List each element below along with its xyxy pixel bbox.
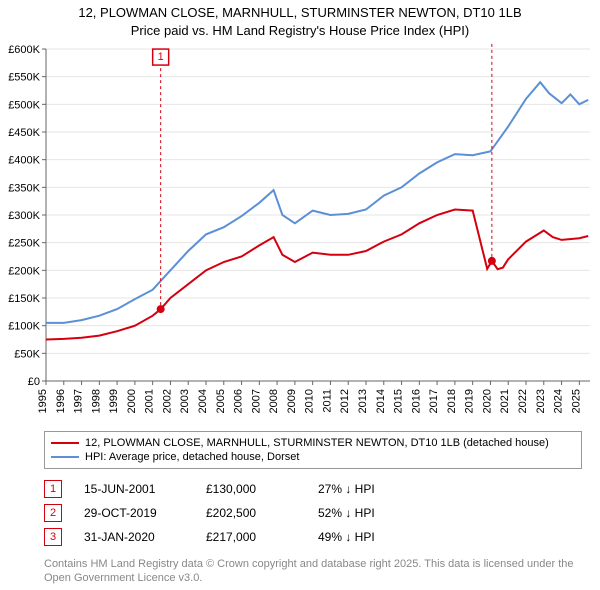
x-tick-label: 2009: [286, 389, 298, 413]
y-tick-label: £150K: [8, 293, 40, 305]
y-tick-label: £450K: [8, 127, 40, 139]
x-tick-label: 2015: [393, 389, 405, 413]
sale-dot: [157, 305, 165, 313]
x-tick-label: 2024: [553, 389, 565, 413]
transaction-list: 1 15-JUN-2001 £130,000 27% ↓ HPI 2 29-OCT-201…: [44, 477, 582, 549]
legend-swatch: [51, 456, 79, 458]
transaction-marker: 3: [44, 528, 62, 546]
chart: £0 £50K £100K £150K £200K £250K £300K £350K £400…: [0, 41, 600, 425]
series-property: [46, 210, 588, 340]
y-tick-label: £550K: [8, 72, 40, 84]
x-tick-label: 2025: [570, 389, 582, 413]
x-tick-label: 2001: [144, 389, 156, 413]
transaction-rel: 52% ↓ HPI: [318, 506, 375, 520]
x-tick-label: 2023: [535, 389, 547, 413]
legend: 12, PLOWMAN CLOSE, MARNHULL, STURMINSTER…: [44, 431, 582, 469]
transaction-price: £217,000: [206, 530, 296, 544]
x-tick-label: 2019: [464, 389, 476, 413]
x-tick-label: 2021: [499, 389, 511, 413]
y-tick-label: £50K: [14, 348, 40, 360]
x-tick-label: 1998: [90, 389, 102, 413]
x-tick-label: 2017: [428, 389, 440, 413]
transaction-price: £130,000: [206, 482, 296, 496]
x-tick-label: 2004: [197, 389, 209, 413]
x-tick-label: 1995: [37, 389, 49, 413]
x-tick-label: 2006: [233, 389, 245, 413]
legend-row: 12, PLOWMAN CLOSE, MARNHULL, STURMINSTER…: [51, 436, 575, 450]
x-tick-label: 2022: [517, 389, 529, 413]
transaction-date: 31-JAN-2020: [84, 530, 184, 544]
series-hpi: [46, 82, 588, 323]
transaction-rel: 27% ↓ HPI: [318, 482, 375, 496]
y-tick-label: £500K: [8, 99, 40, 111]
y-tick-label: £300K: [8, 210, 40, 222]
chart-svg: £0 £50K £100K £150K £200K £250K £300K £350K £400…: [0, 41, 600, 425]
x-tick-label: 2020: [481, 389, 493, 413]
legend-label: 12, PLOWMAN CLOSE, MARNHULL, STURMINSTER…: [85, 437, 549, 449]
x-tick-label: 2011: [321, 389, 333, 413]
attribution: Contains HM Land Registry data © Crown c…: [44, 557, 582, 586]
transaction-marker: 2: [44, 504, 62, 522]
y-tick-label: £100K: [8, 321, 40, 333]
chart-container: 12, PLOWMAN CLOSE, MARNHULL, STURMINSTER…: [0, 0, 600, 590]
x-tick-label: 1996: [55, 389, 67, 413]
x-tick-label: 2018: [446, 389, 458, 413]
legend-row: HPI: Average price, detached house, Dors…: [51, 450, 575, 464]
legend-label: HPI: Average price, detached house, Dors…: [85, 451, 299, 463]
title-line-1: 12, PLOWMAN CLOSE, MARNHULL, STURMINSTER…: [8, 4, 592, 22]
y-tick-label: £400K: [8, 155, 40, 167]
x-tick-label: 2000: [126, 389, 138, 413]
x-tick-label: 2013: [357, 389, 369, 413]
title-line-2: Price paid vs. HM Land Registry's House …: [8, 22, 592, 40]
x-tick-label: 2008: [268, 389, 280, 413]
y-tick-label: £600K: [8, 44, 40, 56]
x-tick-label: 2012: [339, 389, 351, 413]
transaction-date: 29-OCT-2019: [84, 506, 184, 520]
x-tick-label: 2002: [161, 389, 173, 413]
x-tick-label: 2007: [250, 389, 262, 413]
x-tick-label: 2003: [179, 389, 191, 413]
transaction-rel: 49% ↓ HPI: [318, 530, 375, 544]
x-tick-label: 1997: [73, 389, 85, 413]
y-tick-label: £250K: [8, 238, 40, 250]
y-tick-label: £350K: [8, 182, 40, 194]
transaction-date: 15-JUN-2001: [84, 482, 184, 496]
x-tick-label: 2005: [215, 389, 227, 413]
transaction-row: 1 15-JUN-2001 £130,000 27% ↓ HPI: [44, 477, 582, 501]
x-tick-label: 2016: [410, 389, 422, 413]
transaction-price: £202,500: [206, 506, 296, 520]
legend-swatch: [51, 442, 79, 444]
y-tick-label: £0: [28, 376, 40, 388]
transaction-marker: 1: [44, 480, 62, 498]
title-block: 12, PLOWMAN CLOSE, MARNHULL, STURMINSTER…: [0, 0, 600, 39]
y-tick-label: £200K: [8, 265, 40, 277]
transaction-row: 2 29-OCT-2019 £202,500 52% ↓ HPI: [44, 501, 582, 525]
sale-dot: [488, 257, 496, 265]
x-tick-label: 2014: [375, 389, 387, 413]
x-tick-label: 1999: [108, 389, 120, 413]
transaction-row: 3 31-JAN-2020 £217,000 49% ↓ HPI: [44, 525, 582, 549]
sale-marker-label: 1: [158, 51, 164, 63]
x-tick-label: 2010: [304, 389, 316, 413]
